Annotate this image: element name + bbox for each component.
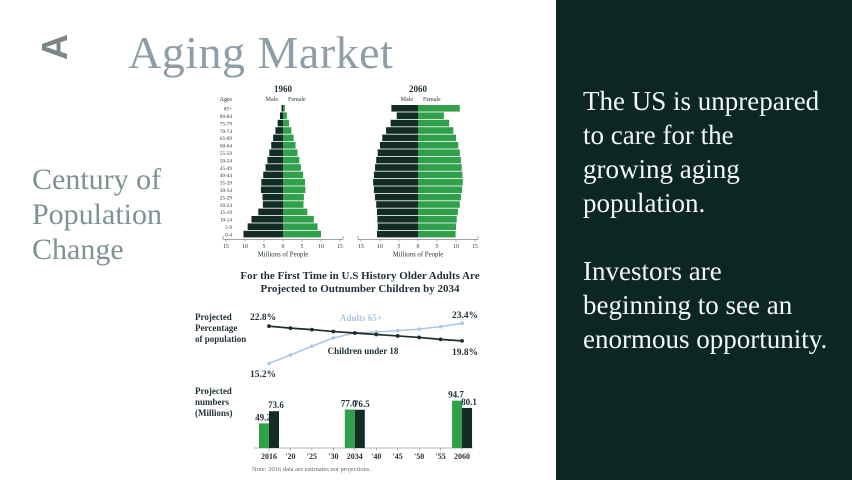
svg-text:80.1: 80.1 [461, 397, 477, 407]
svg-text:25-29: 25-29 [220, 195, 233, 201]
svg-text:5-9: 5-9 [225, 225, 232, 231]
svg-text:Female: Female [288, 97, 306, 103]
svg-text:5: 5 [263, 244, 266, 250]
svg-text:73.6: 73.6 [268, 400, 284, 410]
svg-text:2016: 2016 [261, 452, 277, 461]
svg-text:10: 10 [318, 244, 324, 250]
svg-text:5: 5 [436, 244, 439, 250]
svg-text:77.0: 77.0 [341, 399, 357, 409]
svg-text:94.7: 94.7 [448, 390, 464, 400]
svg-text:Children under 18: Children under 18 [328, 346, 399, 356]
svg-text:22.8%: 22.8% [250, 313, 276, 323]
svg-text:5: 5 [398, 244, 401, 250]
subtitle-line: Population [32, 198, 163, 231]
svg-text:2060: 2060 [409, 84, 428, 94]
svg-text:70-74: 70-74 [220, 129, 233, 135]
svg-text:Note: 2016 data are estimates: Note: 2016 data are estimates not projec… [252, 466, 371, 473]
svg-text:0: 0 [282, 244, 285, 250]
slide-subtitle: Century of Population Change [32, 162, 162, 267]
svg-text:10: 10 [242, 244, 248, 250]
svg-text:55-59: 55-59 [220, 151, 233, 157]
population-pyramid-2060: 2060 Male Female 15 10 5 0 5 10 15 Millions of Peo… [357, 84, 479, 258]
subtitle-line: Change [32, 233, 124, 266]
projected-percentage-line-chart: For the First Time in U.S History Older … [195, 270, 480, 380]
svg-text:45-49: 45-49 [220, 166, 233, 172]
svg-text:30-34: 30-34 [220, 188, 233, 194]
svg-text:10: 10 [377, 244, 383, 250]
svg-text:For the First Time in U.S Hist: For the First Time in U.S History Older … [240, 270, 479, 282]
svg-text:Millions of People: Millions of People [393, 251, 444, 258]
svg-text:'40: '40 [371, 452, 381, 461]
svg-text:2060: 2060 [454, 452, 470, 461]
subtitle-line: Century of [32, 163, 162, 196]
svg-text:0: 0 [417, 244, 420, 250]
panel-text-block: The US is unprepared to care for the gro… [583, 84, 828, 356]
svg-text:Ages: Ages [220, 97, 233, 103]
svg-text:Projected: Projected [195, 312, 232, 322]
svg-text:50-54: 50-54 [220, 158, 233, 164]
svg-text:76.5: 76.5 [354, 399, 370, 409]
svg-text:75-79: 75-79 [220, 121, 233, 127]
svg-text:'30: '30 [328, 452, 338, 461]
panel-paragraph: The US is unprepared to care for the gro… [583, 86, 820, 218]
svg-text:1960: 1960 [274, 84, 293, 94]
svg-text:15: 15 [337, 244, 343, 250]
svg-text:23.4%: 23.4% [452, 311, 478, 321]
svg-text:60-64: 60-64 [220, 144, 233, 150]
svg-text:85+: 85+ [224, 107, 232, 113]
svg-text:Millions of People: Millions of People [258, 251, 309, 258]
svg-text:80-84: 80-84 [220, 114, 233, 120]
svg-text:Projected: Projected [195, 386, 232, 396]
svg-text:of population: of population [195, 334, 246, 344]
svg-text:5: 5 [301, 244, 304, 250]
svg-text:(Millions): (Millions) [195, 408, 233, 418]
svg-text:20-24: 20-24 [220, 203, 233, 209]
svg-text:'45: '45 [393, 452, 403, 461]
svg-text:'25: '25 [307, 452, 317, 461]
svg-text:'50: '50 [414, 452, 424, 461]
svg-text:65-69: 65-69 [220, 136, 233, 142]
svg-text:40-44: 40-44 [220, 173, 233, 179]
right-dark-panel: The US is unprepared to care for the gro… [556, 0, 852, 480]
svg-text:49.2: 49.2 [255, 412, 271, 422]
svg-text:15: 15 [223, 244, 229, 250]
svg-text:'20: '20 [285, 452, 295, 461]
svg-text:Female: Female [423, 97, 441, 103]
svg-text:15: 15 [472, 244, 478, 250]
slide-title: Aging Market [128, 27, 394, 78]
svg-text:Projected to Outnumber Childre: Projected to Outnumber Children by 2034 [261, 283, 460, 295]
svg-text:19.8%: 19.8% [452, 348, 478, 358]
svg-text:10: 10 [453, 244, 459, 250]
svg-text:35-39: 35-39 [220, 181, 233, 187]
svg-text:Male: Male [401, 97, 414, 103]
svg-text:0-4: 0-4 [225, 232, 232, 238]
svg-text:'55: '55 [435, 452, 445, 461]
panel-paragraph: Investors are beginning to see an enormo… [583, 256, 828, 354]
svg-text:Adults 65+: Adults 65+ [340, 313, 382, 323]
svg-text:numbers: numbers [195, 397, 230, 407]
svg-text:Percentage: Percentage [195, 323, 237, 333]
rotated-a-logo-icon: A [34, 34, 75, 60]
svg-text:15.2%: 15.2% [250, 370, 276, 380]
svg-text:2034: 2034 [347, 452, 363, 461]
svg-text:10-14: 10-14 [220, 218, 233, 224]
svg-text:15-19: 15-19 [220, 210, 233, 216]
svg-text:Male: Male [266, 97, 279, 103]
svg-text:15: 15 [358, 244, 364, 250]
